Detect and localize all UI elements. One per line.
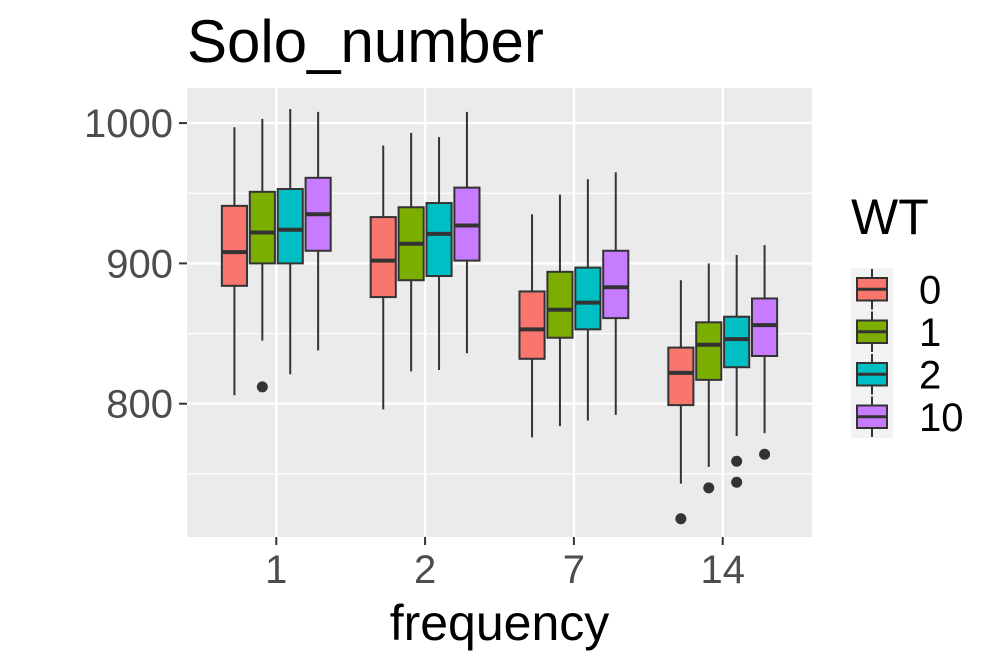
legend-item-10: 10 <box>856 396 964 440</box>
y-tick-label: 1000 <box>84 102 173 146</box>
box <box>751 245 779 460</box>
box <box>667 280 695 525</box>
box-body <box>667 346 695 407</box>
box <box>546 194 574 427</box>
x-tick-label: 14 <box>700 548 745 592</box>
box <box>695 263 723 494</box>
box <box>574 179 602 421</box>
box-series <box>220 109 779 525</box>
outlier-point <box>731 455 743 467</box>
box-body <box>248 190 276 265</box>
x-axis: 1 2 7 14 <box>265 537 745 592</box>
box-body <box>276 188 304 265</box>
box-body <box>602 249 630 320</box>
legend-item-2: 2 <box>856 353 941 397</box>
series-2 <box>276 109 751 488</box>
outlier-point <box>759 448 771 460</box>
outlier-point <box>256 381 268 393</box>
x-tick-label: 7 <box>563 548 585 592</box>
box-body <box>425 202 453 278</box>
box-body <box>546 270 574 339</box>
y-axis: 800 900 1000 <box>84 102 187 427</box>
series-1 <box>248 118 723 494</box>
box <box>369 145 397 410</box>
box-body <box>518 290 546 360</box>
outlier-point <box>731 476 743 488</box>
box <box>723 254 751 488</box>
box-body <box>751 297 779 357</box>
box <box>453 111 481 354</box>
x-axis-label: frequency <box>390 595 610 651</box>
box <box>248 118 276 393</box>
legend-label: 2 <box>919 353 941 397</box>
chart-title: Solo_number <box>187 8 544 75</box>
outlier-point <box>703 482 715 494</box>
box-body <box>723 315 751 369</box>
y-tick-label: 900 <box>106 242 173 286</box>
series-10 <box>304 111 779 460</box>
legend-label: 1 <box>919 311 941 355</box>
legend-title: WT <box>851 189 929 245</box>
box-body <box>220 204 248 287</box>
legend-label: 10 <box>919 396 964 440</box>
box <box>304 111 332 351</box>
y-tick-label: 800 <box>106 383 173 427</box>
box <box>220 127 248 396</box>
plot-panel <box>187 88 812 537</box>
box <box>397 132 425 372</box>
box <box>518 214 546 438</box>
legend-item-0: 0 <box>856 268 941 312</box>
box <box>425 137 453 371</box>
series-0 <box>220 127 695 525</box>
legend-item-1: 1 <box>856 311 941 355</box>
x-tick-label: 2 <box>414 548 436 592</box>
outlier-point <box>675 513 687 525</box>
box <box>276 109 304 375</box>
box <box>602 172 630 415</box>
box-body <box>369 216 397 299</box>
box-body <box>695 321 723 381</box>
legend-label: 0 <box>919 268 941 312</box>
box-body <box>574 266 602 331</box>
x-tick-label: 1 <box>265 548 287 592</box>
